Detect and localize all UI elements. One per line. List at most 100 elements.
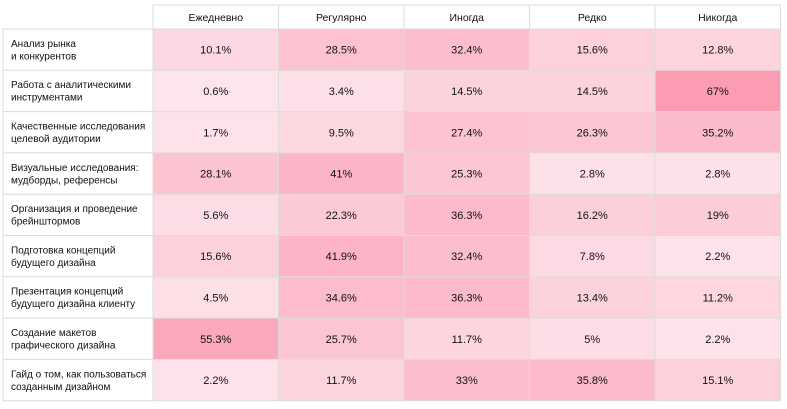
row-label: будущего дизайна [11, 257, 96, 269]
row-label: Подготовка концепций [11, 245, 115, 256]
cell-value-label: 15.1% [702, 375, 733, 387]
cell-value-label: 15.6% [200, 251, 231, 263]
row-label: Визуальные исследования: [11, 163, 139, 174]
heatmap-cell [404, 29, 530, 71]
heatmap-cell [153, 111, 279, 153]
cell-value-label: 35.8% [577, 375, 608, 387]
cell-value-label: 41% [330, 169, 352, 181]
heatmap-cell [278, 152, 404, 195]
cell-value-label: 34.6% [326, 292, 357, 304]
cell-value-label: 2.2% [705, 334, 730, 346]
heatmap-cell [153, 359, 279, 401]
cell-value-label: 55.3% [200, 334, 231, 346]
column-header: Иногда [449, 12, 484, 24]
heatmap-cell [655, 29, 781, 71]
cell-value-label: 35.2% [702, 127, 733, 139]
cell-value-label: 5.6% [203, 210, 228, 222]
heatmap-cell [655, 276, 781, 319]
row-label: Анализ рынка [11, 39, 76, 50]
heatmap-cell [404, 318, 530, 360]
cell-value-label: 2.2% [203, 375, 228, 387]
cell-value-label: 41.9% [326, 251, 357, 263]
heatmap-cell [153, 318, 279, 360]
cell-value-label: 0.6% [203, 86, 228, 98]
heatmap-cell [529, 318, 655, 360]
heatmap-cell [153, 194, 279, 236]
cell-value-label: 16.2% [577, 210, 608, 222]
heatmap-cell [655, 359, 781, 401]
cell-value-label: 2.2% [705, 251, 730, 263]
cell-value-label: 36.3% [451, 292, 482, 304]
heatmap-cell [153, 235, 279, 277]
cell-value-label: 15.6% [577, 45, 608, 57]
heatmap-cell [278, 318, 404, 360]
cell-value-label: 5% [584, 334, 600, 346]
heatmap-cell [655, 318, 781, 360]
column-header: Регулярно [316, 12, 367, 24]
row-label: инструментами [11, 93, 82, 104]
heatmap-cell [529, 111, 655, 153]
row-label: целевой аудитории [11, 134, 101, 145]
cell-value-label: 32.4% [451, 45, 482, 57]
cell-value-label: 12.8% [702, 45, 733, 57]
cell-value-label: 27.4% [451, 127, 482, 139]
cell-value-label: 25.3% [451, 169, 482, 181]
cell-value-label: 14.5% [577, 86, 608, 98]
cell-value-label: 36.3% [451, 210, 482, 222]
heatmap-cell [529, 235, 655, 277]
cell-value-label: 33% [456, 375, 478, 387]
cell-value-label: 28.5% [326, 45, 357, 57]
row-label: Организация и проведение [11, 204, 138, 215]
cell-value-label: 11.7% [326, 375, 357, 387]
row-label: Гайд о том, как пользоваться [11, 369, 146, 380]
cell-value-label: 32.4% [451, 251, 482, 263]
row-label: созданным дизайном [11, 382, 110, 393]
heatmap-cell [404, 359, 530, 401]
cell-value-label: 9.5% [329, 127, 354, 139]
heatmap-cell [655, 194, 781, 236]
heatmap-cell [153, 276, 279, 319]
heatmap-cell [278, 70, 404, 112]
cell-value-label: 3.4% [329, 86, 354, 98]
heatmap-cell [404, 152, 530, 195]
heatmap-cell [404, 70, 530, 112]
heatmap-cell [153, 29, 279, 71]
heatmap-cell [278, 111, 404, 153]
row-label: брейнштормов [11, 216, 80, 228]
cell-value-label: 10.1% [200, 45, 231, 57]
row-label: будущего дизайна клиенту [11, 298, 135, 310]
heatmap-cell [278, 29, 404, 71]
heatmap-cell [278, 276, 404, 319]
cell-value-label: 2.8% [705, 169, 730, 181]
column-header: Никогда [698, 12, 737, 24]
heatmap-cell [655, 235, 781, 277]
cell-value-label: 11.7% [452, 334, 483, 346]
column-header: Редко [578, 12, 607, 24]
heatmap-cell [404, 235, 530, 277]
row-label: Презентация концепций [11, 287, 123, 298]
row-label: Работа с аналитическими [11, 79, 131, 91]
heatmap-cell [153, 152, 279, 195]
cell-value-label: 28.1% [200, 169, 231, 181]
heatmap-cell [529, 276, 655, 319]
heatmap-cell [404, 276, 530, 319]
cell-value-label: 2.8% [580, 169, 605, 181]
heatmap-cell [278, 235, 404, 277]
column-header: Ежедневно [188, 12, 243, 24]
row-label: Создание макетов [11, 328, 96, 339]
heatmap-cell [655, 152, 781, 195]
heatmap-cell [404, 194, 530, 236]
cell-value-label: 67% [707, 86, 729, 98]
heatmap-cell [529, 70, 655, 112]
heatmap-cell [529, 152, 655, 195]
heatmap-cell [655, 111, 781, 153]
row-label: и конкурентов [11, 51, 76, 62]
row-label: мудборды, референсы [11, 174, 117, 186]
cell-value-label: 19% [707, 210, 729, 222]
heatmap-cell [404, 111, 530, 153]
cell-value-label: 14.5% [451, 86, 482, 98]
heatmap-cell [529, 29, 655, 71]
cell-value-label: 11.2% [703, 292, 734, 304]
heatmap-cell [529, 359, 655, 401]
